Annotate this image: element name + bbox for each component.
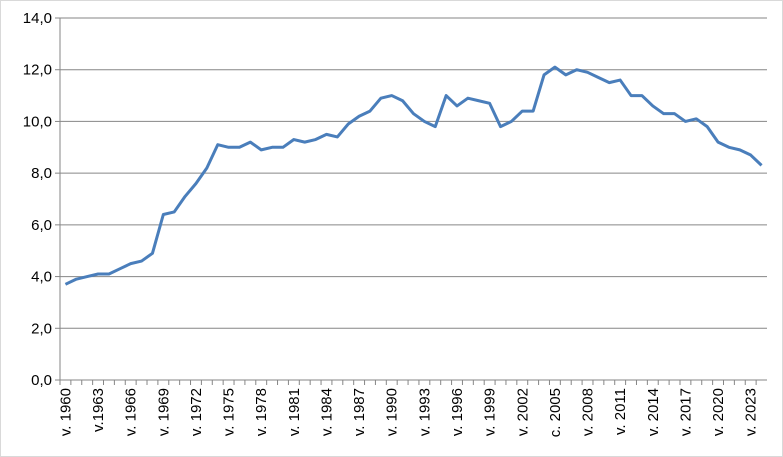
x-tick-label: c. 2005 xyxy=(547,388,564,437)
x-tick-label: v.1963 xyxy=(90,388,107,432)
y-tick-label: 14,0 xyxy=(23,10,52,27)
y-tick-label: 0,0 xyxy=(31,372,52,389)
x-tick-label: v. 1972 xyxy=(188,388,205,436)
x-tick-label: v. 2011 xyxy=(612,388,629,435)
x-tick-label: v. 1996 xyxy=(449,388,466,436)
x-tick-label: v. 1975 xyxy=(221,388,238,436)
y-tick-label: 10,0 xyxy=(23,113,52,130)
x-tick-label: v. 1984 xyxy=(318,388,335,436)
x-tick-label: v. 2014 xyxy=(645,388,662,436)
x-tick-label: v. 2017 xyxy=(677,388,694,436)
x-tick-label: v. 1978 xyxy=(253,388,270,436)
x-tick-label: v. 1960 xyxy=(57,388,74,436)
x-tick-label: v. 2002 xyxy=(514,388,531,436)
x-tick-label: v. 2023 xyxy=(743,388,760,436)
y-tick-label: 4,0 xyxy=(31,269,52,286)
x-tick-label: v. 2020 xyxy=(710,388,727,436)
y-tick-label: 8,0 xyxy=(31,165,52,182)
y-tick-label: 2,0 xyxy=(31,320,52,337)
x-tick-label: v. 1999 xyxy=(482,388,499,436)
data-line xyxy=(64,65,763,286)
y-tick-label: 6,0 xyxy=(31,217,52,234)
x-tick-label: v. 1993 xyxy=(416,388,433,436)
x-tick-label: v. 1990 xyxy=(384,388,401,436)
x-tick-label: v. 1987 xyxy=(351,388,368,436)
x-tick-label: v. 2008 xyxy=(580,388,597,436)
x-tick-label: v. 1966 xyxy=(123,388,140,436)
y-tick-label: 12,0 xyxy=(23,62,52,79)
x-tick-label: v. 1969 xyxy=(155,388,172,436)
x-tick-label: v. 1981 xyxy=(286,388,303,436)
